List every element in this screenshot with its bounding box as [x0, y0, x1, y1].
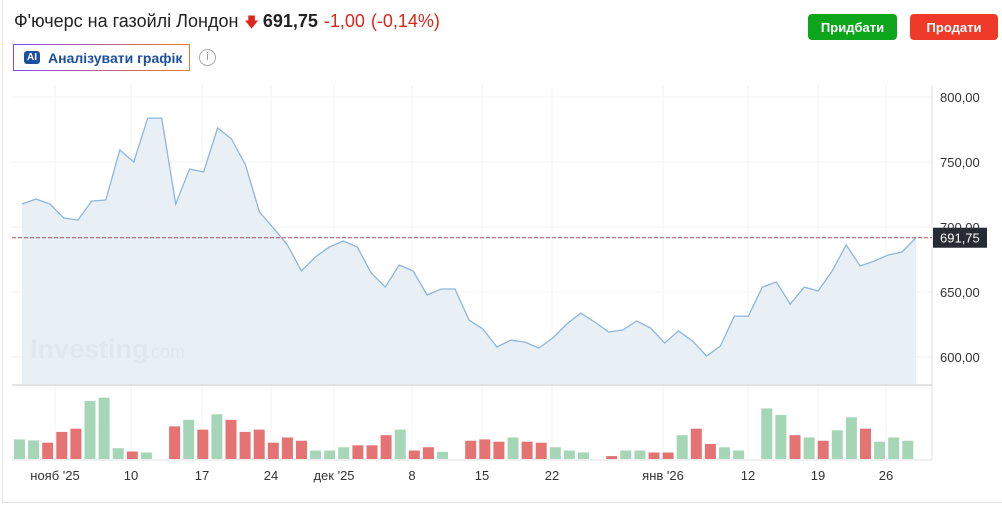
- x-tick-label: 12: [741, 468, 755, 483]
- volume-bar: [465, 440, 477, 459]
- volume-bar: [860, 428, 871, 459]
- volume-bar: [112, 448, 124, 459]
- volume-bar: [394, 429, 406, 459]
- volume-bar: [817, 440, 829, 459]
- price-area: [22, 118, 916, 384]
- volume-bar: [310, 450, 322, 459]
- x-tick-label: 15: [475, 468, 489, 483]
- y-tick-label: 600,00: [940, 350, 980, 365]
- volume-bar: [42, 442, 54, 459]
- volume-bar: [239, 431, 251, 459]
- volume-bar: [620, 450, 632, 459]
- volume-bar: [324, 450, 336, 459]
- last-price-label: 691,75: [940, 231, 980, 246]
- volume-bar: [84, 400, 96, 459]
- y-tick-label: 700,00: [940, 220, 980, 235]
- volume-bar: [704, 443, 716, 459]
- volume-bar: [211, 414, 223, 459]
- volume-bar: [888, 437, 900, 459]
- volume-bar: [380, 435, 392, 459]
- x-tick-label: нояб '25: [30, 468, 79, 483]
- volume-bar: [56, 431, 68, 459]
- volume-bar: [281, 437, 293, 459]
- x-tick-label: янв '26: [642, 468, 684, 483]
- x-tick-label: 22: [545, 468, 559, 483]
- volume-bar: [690, 428, 702, 459]
- y-tick-label: 750,00: [940, 155, 980, 170]
- volume-bar: [831, 430, 843, 459]
- page-title: Ф'ючерс на газойлі Лондон 🡇 691,75 -1,00 (-0…: [14, 11, 440, 36]
- volume-bar: [14, 439, 25, 459]
- volume-bar: [761, 408, 773, 459]
- volume-bar: [662, 452, 674, 459]
- analyze-chart-label: Аналізувати графік: [48, 49, 183, 66]
- x-tick-label: 24: [264, 468, 278, 483]
- x-tick-label: 19: [811, 468, 825, 483]
- volume-bar: [733, 450, 745, 459]
- volume-bar: [874, 441, 886, 459]
- x-tick-label: 17: [195, 468, 209, 483]
- volume-bar: [634, 450, 646, 459]
- volume-bar: [719, 447, 730, 459]
- volume-bar: [70, 428, 82, 459]
- volume-bar: [408, 450, 420, 459]
- x-tick-label: 8: [408, 468, 415, 483]
- volume-bar: [479, 439, 491, 459]
- x-tick-label: дек '25: [313, 468, 354, 483]
- last-price-badge: [933, 227, 987, 248]
- price-change: -1,00: [323, 11, 365, 31]
- volume-bar: [338, 447, 350, 459]
- volume-bar: [845, 417, 857, 459]
- price-change-percent: (-0,14%): [370, 11, 440, 31]
- volume-bar: [437, 451, 448, 459]
- volume-bar: [126, 451, 138, 459]
- volume-bar: [789, 435, 801, 459]
- volume-bar: [549, 447, 561, 459]
- buy-button[interactable]: Придбати: [808, 14, 897, 40]
- volume-bar: [493, 441, 505, 459]
- ai-icon: AI: [24, 51, 40, 64]
- volume-bar: [183, 419, 195, 459]
- volume-bar: [28, 440, 40, 459]
- volume-bar: [578, 452, 589, 459]
- volume-bar: [352, 445, 364, 459]
- volume-bar: [535, 442, 547, 459]
- volume-bar: [521, 441, 533, 459]
- y-tick-label: 800,00: [940, 90, 980, 105]
- volume-bar: [140, 452, 152, 459]
- volume-bar: [606, 456, 618, 459]
- volume-bar: [648, 452, 660, 459]
- y-tick-label: 650,00: [940, 285, 980, 300]
- volume-bar: [803, 437, 815, 459]
- volume-bar: [422, 447, 434, 459]
- volume-bar: [98, 397, 110, 459]
- arrow-down-icon: 🡇: [244, 14, 259, 30]
- instrument-name: Ф'ючерс на газойлі Лондон: [14, 11, 239, 31]
- volume-bar: [197, 429, 209, 459]
- volume-bar: [296, 440, 307, 459]
- volume-bar: [366, 445, 378, 459]
- volume-bar: [507, 437, 519, 459]
- volume-bar: [169, 426, 181, 459]
- volume-bar: [253, 429, 265, 459]
- volume-bar: [563, 450, 575, 459]
- x-tick-label: 10: [124, 468, 138, 483]
- volume-bar: [902, 440, 914, 459]
- volume-bar: [225, 419, 237, 459]
- volume-bar: [267, 442, 279, 459]
- sell-button[interactable]: Продати: [910, 14, 998, 40]
- info-icon[interactable]: i: [199, 49, 216, 66]
- volume-bar: [676, 435, 688, 459]
- volume-bar: [775, 414, 787, 459]
- current-price: 691,75: [262, 11, 318, 31]
- x-tick-label: 26: [879, 468, 893, 483]
- analyze-chart-button[interactable]: AI Аналізувати графік: [13, 44, 190, 71]
